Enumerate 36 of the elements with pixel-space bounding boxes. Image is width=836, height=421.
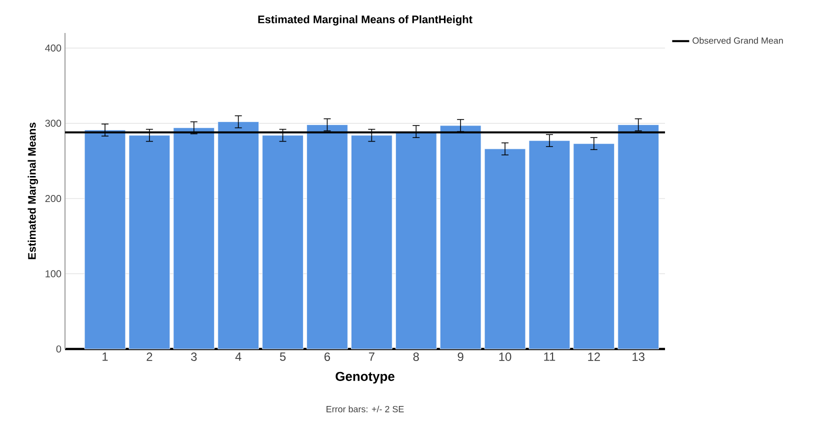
bar [218,122,259,350]
x-tick-label: 2 [146,352,152,361]
y-tick-label: 100 [46,270,62,278]
bar [128,135,170,350]
x-tick-label: 1 [102,352,108,361]
x-tick-label: 5 [280,352,286,361]
x-axis-title: Genotype [336,372,394,384]
y-tick-label: 0 [56,345,62,353]
y-tick-label: 200 [45,195,62,202]
x-tick-label: 13 [632,352,644,361]
bar [618,124,659,350]
bar [84,130,126,350]
x-tick-label: 8 [413,352,419,361]
x-tick-label: 4 [235,352,242,361]
x-tick-label: 9 [458,352,464,361]
text: Error bars: +/- 2 SE [326,406,404,412]
x-tick-label: 6 [324,352,330,361]
y-tick-label: 300 [45,120,62,127]
y-tick-label: 400 [45,44,62,52]
bar [306,124,348,350]
x-tick-label: 10 [499,352,512,361]
bar [528,140,570,350]
y-axis-title: Estimated Marginal Means [28,122,38,260]
x-tick-label: 11 [544,352,556,361]
legend-label: Observed Grand Mean [692,37,783,44]
bar [573,143,615,350]
bar [440,125,482,350]
bar [395,131,437,350]
bar [351,135,392,350]
x-tick-label: 12 [588,352,600,361]
x-tick-label: 3 [191,352,197,361]
bar [262,135,304,350]
chart-title: Estimated Marginal Means of PlantHeight [258,15,472,26]
bar [173,128,215,350]
x-tick-label: 7 [368,352,374,361]
bar [484,148,526,350]
